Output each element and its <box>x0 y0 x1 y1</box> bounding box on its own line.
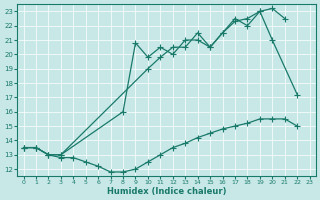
X-axis label: Humidex (Indice chaleur): Humidex (Indice chaleur) <box>107 187 226 196</box>
